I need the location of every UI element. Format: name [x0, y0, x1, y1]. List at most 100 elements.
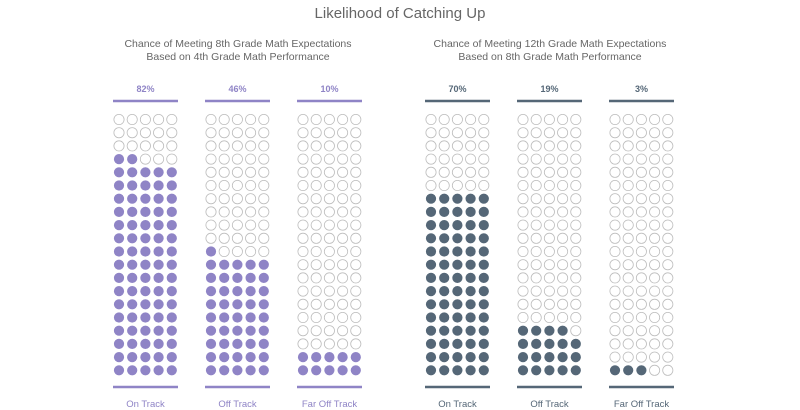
filled-dot: [140, 325, 151, 336]
empty-dot: [245, 193, 257, 205]
filled-dot: [245, 286, 256, 297]
empty-dot: [517, 153, 529, 165]
filled-dot: [166, 299, 177, 310]
empty-dot: [323, 311, 335, 323]
empty-dot: [297, 272, 309, 284]
filled-dot: [452, 259, 463, 270]
empty-dot: [425, 127, 437, 139]
filled-dot: [258, 312, 269, 323]
filled-dot: [205, 272, 217, 283]
dot-grid: [205, 114, 270, 376]
empty-dot: [350, 127, 362, 139]
empty-dot: [662, 140, 674, 152]
empty-dot: [218, 166, 230, 178]
empty-dot: [231, 127, 243, 139]
empty-dot: [543, 140, 555, 152]
empty-dot: [517, 311, 529, 323]
empty-dot: [126, 127, 138, 139]
empty-dot: [231, 179, 243, 191]
filled-dot: [609, 365, 621, 376]
empty-dot: [139, 140, 151, 152]
empty-dot: [570, 179, 582, 191]
empty-dot: [649, 272, 661, 284]
empty-dot: [543, 298, 555, 310]
empty-dot: [337, 114, 349, 126]
filled-dot: [531, 338, 542, 349]
empty-dot: [153, 127, 165, 139]
empty-dot: [218, 114, 230, 126]
filled-dot: [205, 299, 217, 310]
filled-dot: [245, 312, 256, 323]
empty-dot: [231, 114, 243, 126]
empty-dot: [622, 351, 634, 363]
filled-dot: [127, 180, 138, 191]
empty-dot: [258, 206, 270, 218]
empty-dot: [297, 153, 309, 165]
filled-dot: [140, 338, 151, 349]
empty-dot: [517, 206, 529, 218]
filled-dot: [140, 365, 151, 376]
filled-dot: [140, 233, 151, 244]
value-label: 10%: [320, 84, 338, 94]
empty-dot: [635, 351, 647, 363]
empty-dot: [310, 232, 322, 244]
empty-dot: [543, 193, 555, 205]
empty-dot: [310, 193, 322, 205]
filled-dot: [478, 272, 489, 283]
filled-dot: [439, 286, 450, 297]
empty-dot: [438, 179, 450, 191]
empty-dot: [649, 298, 661, 310]
filled-dot: [465, 312, 476, 323]
empty-dot: [649, 193, 661, 205]
empty-dot: [337, 140, 349, 152]
filled-dot: [425, 246, 437, 257]
filled-dot: [478, 193, 489, 204]
filled-dot: [425, 338, 437, 349]
empty-dot: [570, 193, 582, 205]
empty-dot: [323, 127, 335, 139]
empty-dot: [517, 285, 529, 297]
empty-dot: [218, 127, 230, 139]
filled-dot: [337, 352, 348, 363]
empty-dot: [635, 285, 647, 297]
empty-dot: [530, 311, 542, 323]
filled-dot: [517, 338, 529, 349]
filled-dot: [465, 206, 476, 217]
filled-dot: [439, 206, 450, 217]
empty-dot: [245, 206, 257, 218]
empty-dot: [245, 245, 257, 257]
filled-dot: [127, 365, 138, 376]
empty-dot: [649, 351, 661, 363]
empty-dot: [310, 259, 322, 271]
dot-grid: [425, 114, 490, 376]
filled-dot: [557, 325, 568, 336]
filled-dot: [166, 233, 177, 244]
empty-dot: [218, 232, 230, 244]
filled-dot: [140, 167, 151, 178]
empty-dot: [126, 114, 138, 126]
filled-dot: [478, 220, 489, 231]
filled-dot: [258, 272, 269, 283]
empty-dot: [649, 219, 661, 231]
value-label: 19%: [540, 84, 558, 94]
filled-dot: [113, 233, 125, 244]
filled-dot: [425, 299, 437, 310]
filled-dot: [232, 338, 243, 349]
filled-dot: [258, 299, 269, 310]
filled-dot: [205, 312, 217, 323]
empty-dot: [530, 219, 542, 231]
filled-dot: [439, 312, 450, 323]
filled-dot: [439, 338, 450, 349]
empty-dot: [323, 259, 335, 271]
empty-dot: [451, 153, 463, 165]
empty-dot: [662, 232, 674, 244]
empty-dot: [530, 272, 542, 284]
empty-dot: [570, 127, 582, 139]
filled-dot: [113, 325, 125, 336]
filled-dot: [219, 352, 230, 363]
empty-dot: [543, 166, 555, 178]
filled-dot: [153, 325, 164, 336]
filled-dot: [232, 272, 243, 283]
filled-dot: [113, 286, 125, 297]
filled-dot: [153, 193, 164, 204]
